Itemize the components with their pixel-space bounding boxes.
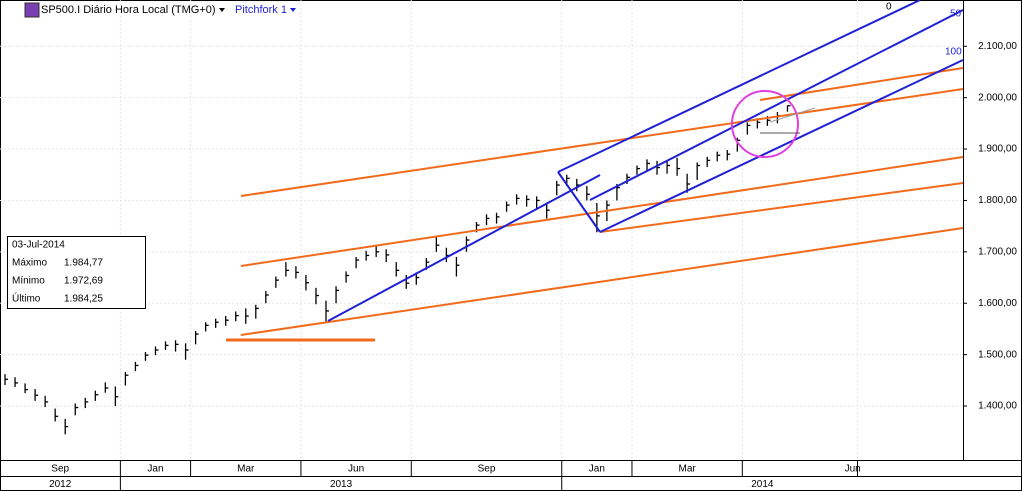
highlight-circle [731,90,799,158]
pitchfork-level: 50 [950,9,962,20]
dropdown-arrow[interactable] [219,8,225,12]
pitchfork-line [589,9,964,201]
trend-line [240,88,964,197]
grid [0,0,963,460]
info-date: 03-Jul-2014 [12,240,65,251]
year-label: 2012 [49,479,72,490]
y-tick-label: 1.700,00 [978,246,1017,257]
month-label: Sep [51,464,69,475]
y-tick-label: 2.000,00 [978,92,1017,103]
pitchfork-line [557,0,921,173]
month-label: Mar [679,464,697,475]
info-box-frame [7,236,146,309]
symbol-icon[interactable] [24,2,40,18]
pitchfork-line [327,174,601,322]
trend-line [599,182,964,233]
month-label: Jun [348,464,364,475]
month-label: Sep [478,464,496,475]
marker-line [769,107,816,123]
year-label: 2014 [751,479,774,490]
info-label: Último [12,292,41,305]
info-box: 03-Jul-2014 Máximo 1.984,77 Mínimo 1.972… [7,236,146,309]
pitchfork-level: 0 [886,2,892,13]
y-tick-label: 1.500,00 [978,349,1017,360]
drawings [226,0,964,342]
y-tick-label: 1.900,00 [978,144,1017,155]
month-label: Mar [237,464,255,475]
info-value: 1.984,25 [64,294,103,305]
year-label: 2013 [330,479,353,490]
symbol-title[interactable]: SP500.I Diário Hora Local (TMG+0) [41,4,216,16]
info-value: 1.984,77 [64,258,103,269]
month-label: Jan [589,464,605,475]
trend-line [759,67,964,101]
trend-line [240,227,964,336]
price-bars [4,105,791,435]
info-label: Máximo [12,258,47,269]
trend-line [240,156,964,267]
tool-name[interactable]: Pitchfork 1 [235,4,287,16]
y-tick-label: 1.800,00 [978,195,1017,206]
y-tick-label: 1.400,00 [978,401,1017,412]
y-tick-label: 2.100,00 [978,41,1017,52]
month-label: Jun [845,464,861,475]
month-label: Jan [147,464,163,475]
info-label: Mínimo [12,276,45,287]
dropdown-arrow[interactable] [290,8,296,12]
y-tick-label: 1.600,00 [978,298,1017,309]
pitchfork-handle [557,171,601,233]
pitchfork-level: 100 [945,47,962,58]
info-value: 1.972,69 [64,276,103,287]
pitchfork-line [599,59,964,233]
